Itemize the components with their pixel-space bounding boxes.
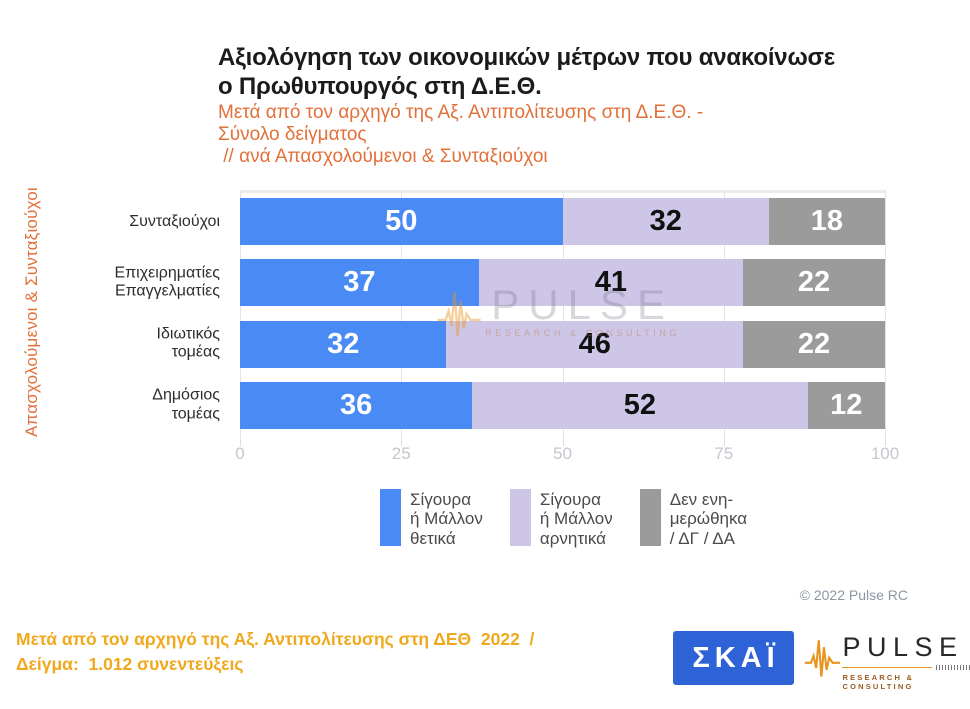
footer-source-note: Μετά από τον αρχηγό της Αξ. Αντιπολίτευσ… (16, 629, 535, 674)
axis-tick (885, 440, 886, 446)
x-axis: 0 25 50 75 100 (235, 444, 899, 466)
page-subtitle: Μετά από τον αρχηγό της Αξ. Αντιπολίτευσ… (218, 102, 704, 168)
bar-segment: 46 (446, 320, 744, 368)
legend-swatch (509, 489, 531, 546)
axis-tick (240, 440, 241, 446)
pulse-logo-text-block: PULSE RESEARCH & CONSULTING (842, 634, 970, 691)
bar-segment: 22 (743, 259, 885, 307)
pulse-logo-wordmark: PULSE (842, 632, 964, 662)
legend-label: Σίγουρα ή Μάλλον αρνητικά (539, 490, 613, 548)
axis-tick (562, 440, 564, 446)
bar-row: 37 41 22 (240, 259, 885, 307)
plot-area: PULSE RESEARCH & CONSULTING 50 32 18 37 41 22… (240, 190, 886, 446)
pulse-logo-barcode (936, 664, 970, 670)
bar-value-label: 37 (343, 266, 376, 299)
gridline (723, 190, 725, 440)
axis-tick-label: 100 (870, 444, 900, 463)
bar-value-label: 50 (385, 205, 418, 237)
bar-value-label: 41 (594, 266, 627, 299)
skai-logo: ΣΚΑΪ (673, 631, 794, 685)
category-label: Ιδιωτικός τομέας (156, 325, 220, 362)
gridline (562, 190, 564, 440)
bar-row: 36 52 12 (240, 381, 885, 429)
category-labels: Συνταξιούχοι Επιχειρηματίες Επαγγελματίες… (84, 190, 230, 440)
bar-segment: 18 (768, 198, 885, 245)
pulse-logo-waveform-icon (804, 640, 841, 677)
gridline (240, 190, 241, 440)
bar-segment: 52 (472, 381, 808, 429)
category-label: Συνταξιούχοι (129, 212, 220, 230)
bar-segment: 32 (240, 320, 447, 368)
legend-item: Σίγουρα ή Μάλλον θετικά (380, 489, 483, 548)
gridline (885, 190, 886, 440)
y-axis-group-label: Απασχολούμενοι & Συνταξιούχοι (22, 187, 41, 437)
category-label: Επιχειρηματίες Επαγγελματίες (114, 264, 220, 300)
bar-segment: 41 (478, 259, 744, 307)
bar-row: 32 46 22 (240, 320, 885, 368)
pulse-logo-divider (842, 664, 970, 670)
bar-value-label: 32 (327, 327, 360, 360)
pulse-logo-subtext: RESEARCH & CONSULTING (842, 673, 915, 691)
legend-label: Σίγουρα ή Μάλλον θετικά (410, 490, 483, 548)
bar-row: 50 32 18 (240, 198, 885, 245)
legend-swatch (380, 489, 401, 546)
bar-value-label: 46 (578, 327, 611, 360)
bar-segment: 50 (240, 198, 563, 245)
gridline (401, 190, 403, 440)
bar-value-label: 12 (830, 388, 863, 421)
pulse-logo: PULSE RESEARCH & CONSULTING (804, 626, 970, 691)
legend: Σίγουρα ή Μάλλον θετικά Σίγουρα ή Μάλλον … (380, 489, 747, 548)
skai-logo-text: ΣΚΑΪ (692, 641, 780, 674)
axis-tick (723, 440, 725, 446)
bar-segment: 36 (240, 381, 473, 429)
axis-tick-label: 50 (553, 444, 572, 463)
bar-segment: 32 (562, 198, 769, 245)
legend-label: Δεν ενη- μερώθηκα / ΔΓ / ΔΑ (669, 490, 748, 548)
page-title: Αξιολόγηση των οικονομικών μέτρων που αν… (218, 44, 835, 100)
axis-tick-label: 0 (235, 444, 245, 463)
pulse-logo-underline (842, 666, 932, 668)
legend-item: Σίγουρα ή Μάλλον αρνητικά (509, 489, 613, 548)
bar-segment: 22 (743, 320, 885, 368)
bar-value-label: 36 (339, 388, 373, 421)
legend-swatch (639, 489, 661, 546)
axis-tick (401, 440, 403, 446)
copyright-note: © 2022 Pulse RC (799, 587, 908, 603)
axis-tick-label: 25 (391, 444, 411, 463)
category-label: Δημόσιος τομέας (152, 387, 220, 423)
legend-item: Δεν ενη- μερώθηκα / ΔΓ / ΔΑ (639, 489, 748, 548)
bar-value-label: 22 (797, 266, 831, 299)
bar-value-label: 22 (797, 327, 831, 360)
bar-segment: 37 (240, 259, 479, 307)
bar-segment: 12 (807, 381, 885, 429)
axis-tick-label: 75 (714, 444, 734, 463)
bar-value-label: 52 (623, 388, 657, 421)
bar-value-label: 32 (649, 205, 682, 237)
bar-value-label: 18 (810, 205, 844, 237)
